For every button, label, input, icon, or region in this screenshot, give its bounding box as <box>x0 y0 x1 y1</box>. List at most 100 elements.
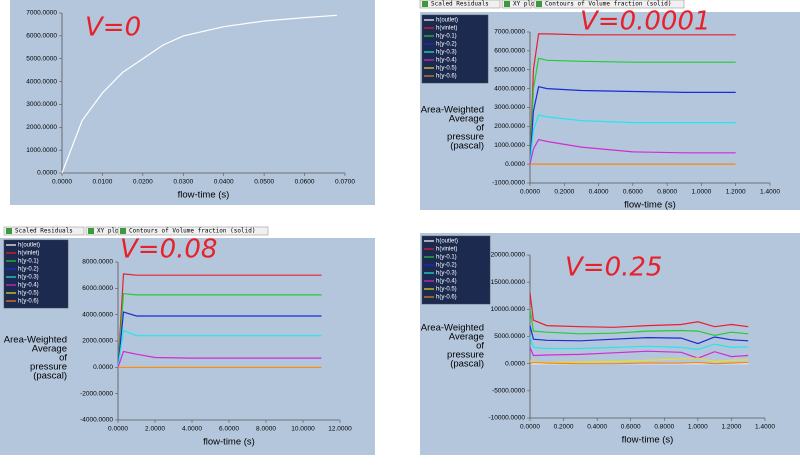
y-axis-label: of <box>59 353 67 364</box>
legend-box <box>421 14 489 84</box>
y-axis-label: of <box>476 341 484 352</box>
y-tick-label: 6000.0000 <box>26 33 57 40</box>
legend-label: h(y-0.4) <box>436 279 457 285</box>
x-tick-label: 0.2000 <box>554 424 574 431</box>
tab-icon <box>536 1 542 7</box>
x-tick-label: 0.0000 <box>52 179 72 186</box>
series-line <box>529 292 749 328</box>
y-tick-label: 0.0000 <box>505 161 525 168</box>
x-tick-label: 1.4000 <box>760 189 780 196</box>
y-tick-label: 5000.0000 <box>494 333 525 340</box>
x-tick-label: 0.2000 <box>554 189 574 196</box>
annotation: V=0.08 <box>120 235 217 265</box>
tab-icon <box>504 1 510 7</box>
y-tick-label: 2000.0000 <box>26 124 57 131</box>
legend-label: h(y-0.3) <box>436 50 457 56</box>
x-axis-label: flow-time (s) <box>178 190 230 201</box>
x-tick-label: 1.2000 <box>721 424 741 431</box>
tab-label: Scaled Residuals <box>431 1 489 8</box>
x-tick-label: 0.0200 <box>133 179 153 186</box>
series-line <box>529 336 749 351</box>
y-axis-label: pressure <box>30 362 67 373</box>
x-axis-label: flow-time (s) <box>624 200 676 211</box>
x-tick-label: 0.0000 <box>108 426 128 433</box>
y-tick-label: -1000.0000 <box>492 180 525 187</box>
legend-box <box>421 235 491 305</box>
x-tick-label: 0.0100 <box>92 179 112 186</box>
series-line <box>61 14 337 174</box>
y-tick-label: 2000.0000 <box>494 123 525 130</box>
legend-label: h(vinlet) <box>18 251 39 257</box>
tab <box>117 226 269 236</box>
tab-label: Contours of Volume fraction (solid) <box>545 1 671 8</box>
series-line <box>529 309 749 337</box>
x-tick-label: 0.0600 <box>295 179 315 186</box>
legend-label: h(y-0.5) <box>18 291 39 297</box>
series-line <box>529 114 736 165</box>
x-tick-label: 4.0000 <box>182 426 202 433</box>
y-axis-label: Area-Weighted <box>421 323 484 334</box>
y-tick-label: 5000.0000 <box>26 55 57 62</box>
tab <box>3 226 85 236</box>
y-axis-label: Average <box>449 114 484 125</box>
series-line <box>117 273 322 368</box>
x-tick-label: 0.0500 <box>254 179 274 186</box>
y-tick-label: 6000.0000 <box>494 48 525 55</box>
y-tick-label: 0.0000 <box>93 364 113 371</box>
tab-label: Contours of Volume fraction (solid) <box>129 228 255 235</box>
x-axis-label: flow-time (s) <box>203 437 255 448</box>
x-tick-label: 1.0000 <box>688 424 708 431</box>
legend-label: h(y-0.6) <box>18 299 39 305</box>
tab-icon <box>6 228 12 234</box>
y-tick-label: 7000.0000 <box>494 29 525 36</box>
legend-label: h(y-0.1) <box>436 34 457 40</box>
annotation: V=0.25 <box>565 253 662 283</box>
legend-label: h(y-0.1) <box>18 259 39 265</box>
tab-label: XY plot <box>97 228 123 235</box>
y-tick-label: 3000.0000 <box>494 104 525 111</box>
y-axis-label: Average <box>32 344 67 355</box>
y-tick-label: -2000.0000 <box>80 390 113 397</box>
tab <box>501 0 533 9</box>
legend-label: h(vinlet) <box>436 26 457 32</box>
legend-label: h(y-0.5) <box>436 66 457 72</box>
legend-label: h(y-0.5) <box>436 287 457 293</box>
series-line <box>529 138 736 165</box>
y-tick-label: -10000.0000 <box>488 415 525 422</box>
panel-background <box>10 0 375 205</box>
legend-label: h(y-0.6) <box>436 295 457 301</box>
tab <box>533 0 685 9</box>
legend-label: h(outlet) <box>18 243 40 249</box>
x-tick-label: 0.6000 <box>623 189 643 196</box>
x-tick-label: 10.0000 <box>291 426 315 433</box>
legend-label: h(outlet) <box>436 18 458 24</box>
y-tick-label: 15000.0000 <box>491 279 526 286</box>
series-line <box>117 292 322 368</box>
y-axis-label: pressure <box>447 350 484 361</box>
y-tick-label: 2000.0000 <box>82 338 113 345</box>
series-line <box>117 350 322 368</box>
y-tick-label: 0.0000 <box>505 360 525 367</box>
tab <box>419 0 501 9</box>
series-line <box>529 85 736 165</box>
tab <box>85 226 117 236</box>
tab-label: Scaled Residuals <box>15 228 73 235</box>
annotation: V=0 <box>85 13 141 43</box>
x-tick-label: 2.0000 <box>145 426 165 433</box>
legend-label: h(vinlet) <box>436 247 457 253</box>
y-tick-label: 7000.0000 <box>26 10 57 17</box>
legend-label: h(y-0.2) <box>18 267 39 273</box>
series-line <box>117 329 322 368</box>
x-tick-label: 0.0400 <box>214 179 234 186</box>
legend-label: h(y-0.2) <box>436 42 457 48</box>
legend-box <box>3 239 69 309</box>
y-tick-label: 10000.0000 <box>491 306 526 313</box>
tab-label: XY plot <box>513 1 539 8</box>
legend-label: h(y-0.2) <box>436 263 457 269</box>
y-axis-label: Average <box>449 332 484 343</box>
series-line <box>529 347 749 359</box>
y-tick-label: 4000.0000 <box>26 78 57 85</box>
y-tick-label: 1000.0000 <box>26 147 57 154</box>
x-tick-label: 0.8000 <box>657 189 677 196</box>
